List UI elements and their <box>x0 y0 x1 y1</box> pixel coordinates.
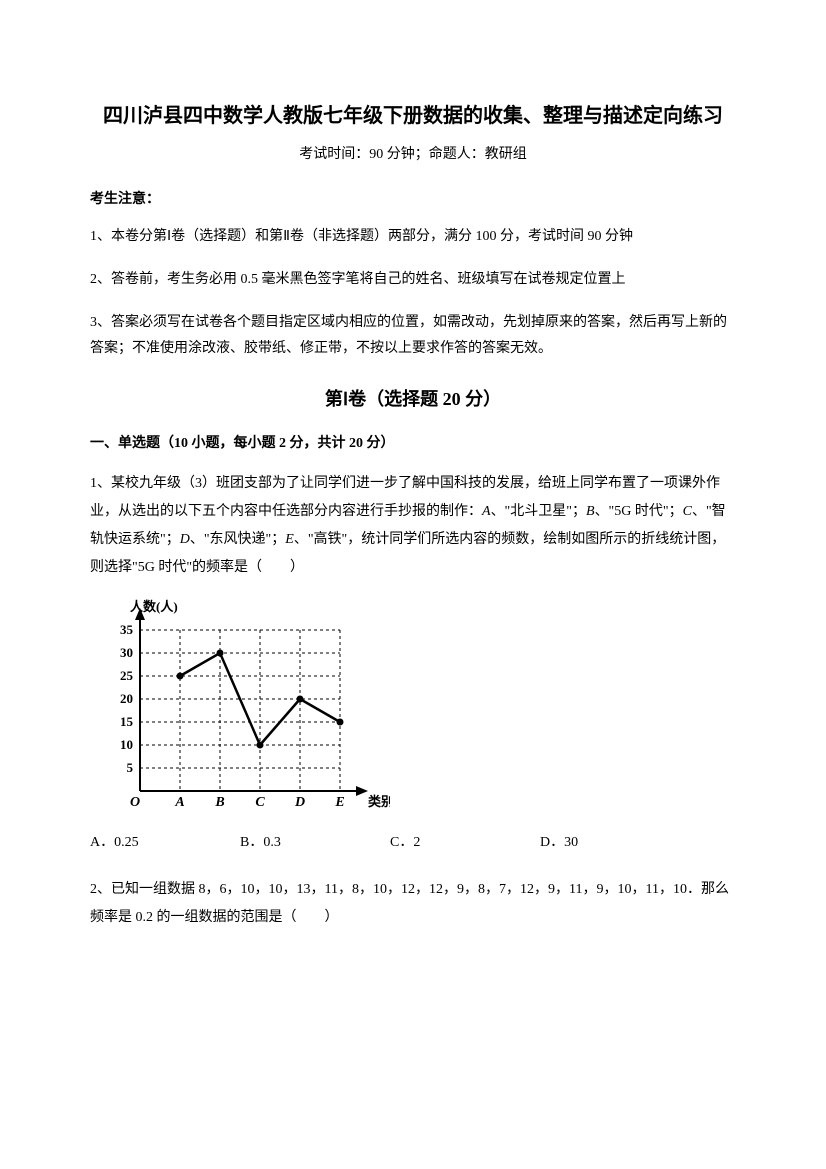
line-chart: 人数(人) 5 10 15 20 <box>100 596 390 816</box>
exam-subtitle: 考试时间：90 分钟；命题人：教研组 <box>90 142 736 167</box>
q1-label-e: E <box>285 532 294 547</box>
svg-text:O: O <box>130 795 140 810</box>
question-2: 2、已知一组数据 8，6，10，10，13，11，8，10，12，12，9，8，… <box>90 876 736 932</box>
q1-label-b: B <box>586 504 595 519</box>
q1-label-d: D <box>180 532 190 547</box>
svg-text:C: C <box>255 795 265 810</box>
svg-text:15: 15 <box>120 714 134 729</box>
question-type-heading: 一、单选题（10 小题，每小题 2 分，共计 20 分） <box>90 431 736 456</box>
section-1-header: 第Ⅰ卷（选择题 20 分） <box>90 383 736 415</box>
q1-text-b: 、"5G 时代"； <box>595 504 683 519</box>
notice-heading: 考生注意： <box>90 187 736 212</box>
svg-text:25: 25 <box>120 668 134 683</box>
q1-option-a: A．0.25 <box>90 830 240 855</box>
svg-text:E: E <box>334 795 344 810</box>
chart-xlabel: 类别 <box>368 794 390 809</box>
svg-text:10: 10 <box>120 737 133 752</box>
svg-text:5: 5 <box>127 760 134 775</box>
q1-option-c: C．2 <box>390 830 540 855</box>
q1-option-b: B．0.3 <box>240 830 390 855</box>
notice-item-3: 3、答案必须写在试卷各个题目指定区域内相应的位置，如需改动，先划掉原来的答案，然… <box>90 310 736 363</box>
question-1: 1、某校九年级（3）班团支部为了让同学们进一步了解中国科技的发展，给班上同学布置… <box>90 470 736 582</box>
q1-label-c: C <box>683 504 692 519</box>
chart-ylabel: 人数(人) <box>130 599 178 614</box>
chart-svg: 人数(人) 5 10 15 20 <box>100 596 390 816</box>
page-title: 四川泸县四中数学人教版七年级下册数据的收集、整理与描述定向练习 <box>90 100 736 132</box>
q1-text-d: 、"东风快递"； <box>190 532 285 547</box>
q1-options-row: A．0.25 B．0.3 C．2 D．30 <box>90 830 736 855</box>
svg-text:30: 30 <box>120 645 133 660</box>
svg-text:35: 35 <box>120 622 134 637</box>
q1-option-d: D．30 <box>540 830 690 855</box>
svg-text:D: D <box>294 795 305 810</box>
svg-text:20: 20 <box>120 691 133 706</box>
svg-text:A: A <box>174 795 184 810</box>
svg-text:B: B <box>214 795 224 810</box>
q1-text-a: 、"北斗卫星"； <box>491 504 586 519</box>
q1-label-a: A <box>482 504 491 519</box>
notice-item-2: 2、答卷前，考生务必用 0.5 毫米黑色签字笔将自己的姓名、班级填写在试卷规定位… <box>90 267 736 294</box>
notice-item-1: 1、本卷分第Ⅰ卷（选择题）和第Ⅱ卷（非选择题）两部分，满分 100 分，考试时间… <box>90 224 736 251</box>
